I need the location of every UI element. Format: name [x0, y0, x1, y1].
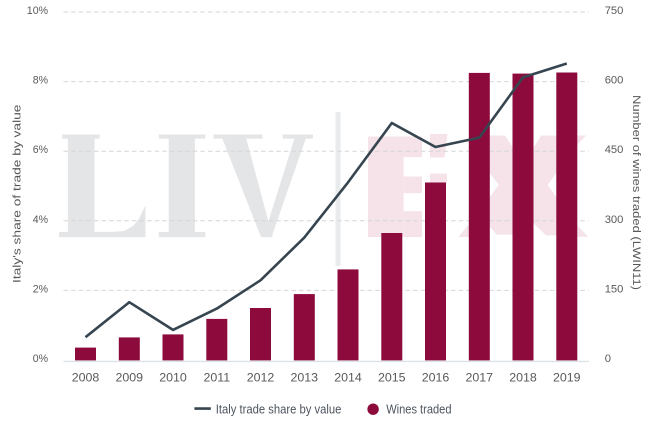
svg-text:0%: 0%	[33, 353, 49, 365]
svg-text:Italy's share of trade by valu: Italy's share of trade by value	[12, 105, 24, 283]
svg-text:2017: 2017	[466, 371, 494, 385]
svg-text:2008: 2008	[72, 371, 100, 385]
svg-text:2015: 2015	[378, 371, 406, 385]
svg-text:0: 0	[605, 353, 611, 365]
svg-text:8%: 8%	[33, 75, 49, 87]
svg-text:2012: 2012	[247, 371, 275, 385]
svg-text:10%: 10%	[27, 5, 49, 17]
svg-text:2009: 2009	[116, 371, 144, 385]
svg-text:Italy trade share by value: Italy trade share by value	[216, 402, 342, 417]
svg-text:2010: 2010	[159, 371, 187, 385]
svg-text:2013: 2013	[291, 371, 319, 385]
svg-text:150: 150	[605, 283, 624, 295]
svg-text:600: 600	[605, 75, 624, 87]
svg-text:2%: 2%	[33, 283, 49, 295]
svg-text:2016: 2016	[422, 371, 450, 385]
svg-text:2018: 2018	[509, 371, 537, 385]
svg-text:Number of wines traded (LWIN11: Number of wines traded (LWIN11)	[630, 95, 642, 290]
svg-text:6%: 6%	[33, 144, 49, 156]
svg-text:4%: 4%	[33, 214, 49, 226]
svg-text:Wines traded: Wines traded	[386, 402, 451, 417]
svg-text:450: 450	[605, 144, 624, 156]
svg-text:300: 300	[605, 214, 624, 226]
svg-text:750: 750	[605, 5, 624, 17]
svg-text:2011: 2011	[203, 371, 230, 385]
svg-text:2014: 2014	[334, 371, 362, 385]
svg-text:2019: 2019	[553, 371, 581, 385]
